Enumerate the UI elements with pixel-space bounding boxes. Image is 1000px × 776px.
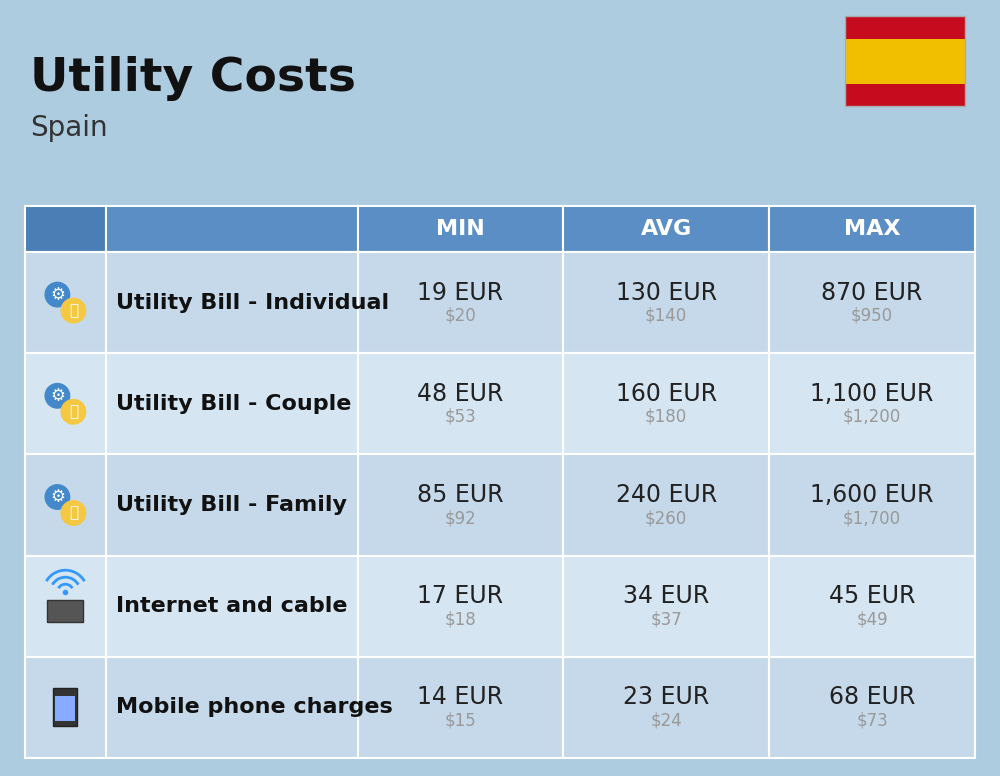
Circle shape [45,485,70,509]
Bar [769,656,975,758]
Bar [25,353,106,455]
Text: $24: $24 [650,712,682,729]
Text: 🔌: 🔌 [69,404,78,419]
Text: 🔌: 🔌 [69,303,78,318]
Bar [25,252,106,353]
Circle shape [61,501,86,525]
Text: MAX: MAX [844,219,900,239]
Text: $20: $20 [445,307,476,324]
Bar [106,353,358,455]
Bar [845,84,965,106]
Text: ⚙: ⚙ [50,488,65,506]
Text: $49: $49 [856,610,888,629]
Text: 48 EUR: 48 EUR [417,382,504,406]
Text: $73: $73 [856,712,888,729]
Bar [358,556,563,656]
Text: $53: $53 [445,408,476,426]
Circle shape [45,282,70,307]
Bar [25,206,106,252]
Text: Utility Bill - Individual: Utility Bill - Individual [116,293,389,313]
Text: $92: $92 [445,509,476,527]
Bar [358,252,563,353]
Text: 870 EUR: 870 EUR [821,281,923,305]
Text: 23 EUR: 23 EUR [623,685,709,709]
Bar [563,252,769,353]
Text: 45 EUR: 45 EUR [829,584,915,608]
Text: 1,100 EUR: 1,100 EUR [810,382,934,406]
Text: 85 EUR: 85 EUR [417,483,504,507]
Text: Mobile phone charges: Mobile phone charges [116,698,392,717]
Bar [25,656,106,758]
Text: 240 EUR: 240 EUR [616,483,717,507]
Text: 130 EUR: 130 EUR [616,281,717,305]
Bar [358,656,563,758]
Bar [53,688,77,726]
Circle shape [45,383,70,408]
Text: 🔌: 🔌 [69,505,78,521]
Bar [358,455,563,556]
Bar [25,455,106,556]
Text: $1,700: $1,700 [843,509,901,527]
Text: $260: $260 [645,509,687,527]
Bar [106,556,358,656]
Bar [769,556,975,656]
Text: $37: $37 [650,610,682,629]
Bar [845,39,965,84]
Text: Utility Bill - Couple: Utility Bill - Couple [116,393,351,414]
Circle shape [61,400,86,424]
Text: $1,200: $1,200 [843,408,901,426]
Text: ⚙: ⚙ [50,386,65,405]
Bar [563,206,769,252]
Text: 14 EUR: 14 EUR [417,685,503,709]
Text: Utility Bill - Family: Utility Bill - Family [116,495,347,515]
Bar [47,600,83,622]
Text: 19 EUR: 19 EUR [417,281,503,305]
Bar [358,206,563,252]
Text: 34 EUR: 34 EUR [623,584,709,608]
Bar [563,455,769,556]
Text: 68 EUR: 68 EUR [829,685,915,709]
Bar [845,16,965,39]
Text: Utility Costs: Utility Costs [30,56,356,101]
Bar [769,353,975,455]
Text: $18: $18 [445,610,476,629]
Bar [769,455,975,556]
Text: $180: $180 [645,408,687,426]
Bar [25,556,106,656]
Bar [563,353,769,455]
Text: $950: $950 [851,307,893,324]
Bar [106,455,358,556]
Bar [769,206,975,252]
Circle shape [61,298,86,323]
Text: Spain: Spain [30,114,108,142]
Bar [563,556,769,656]
Bar [358,353,563,455]
Bar [106,252,358,353]
Text: 1,600 EUR: 1,600 EUR [810,483,934,507]
Text: MIN: MIN [436,219,485,239]
Text: AVG: AVG [641,219,692,239]
Bar [106,206,358,252]
Text: $15: $15 [445,712,476,729]
Bar [55,696,75,722]
Bar [769,252,975,353]
Text: ⚙: ⚙ [50,286,65,303]
Text: 160 EUR: 160 EUR [616,382,717,406]
Bar [845,16,965,106]
Text: $140: $140 [645,307,687,324]
Bar [106,656,358,758]
Text: 17 EUR: 17 EUR [417,584,503,608]
Bar [563,656,769,758]
Text: Internet and cable: Internet and cable [116,596,347,616]
